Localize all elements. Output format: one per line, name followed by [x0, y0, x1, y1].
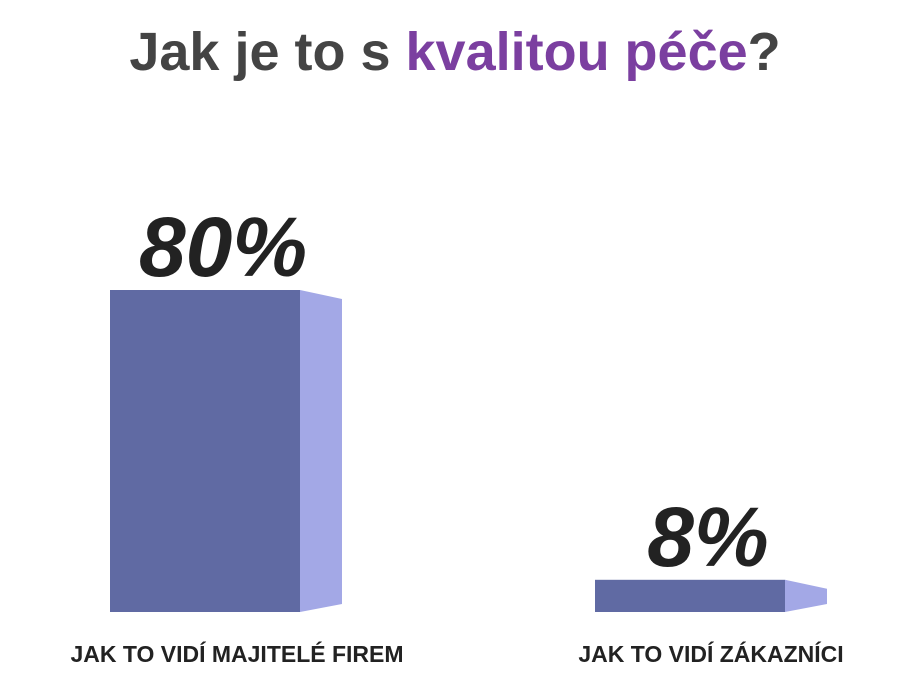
bar [110, 290, 300, 612]
title-part: Jak je to s [129, 22, 405, 82]
value-label: 80% [139, 200, 307, 294]
value-label: 8% [647, 490, 768, 584]
title-accent: kvalitou péče [406, 22, 748, 82]
bar-side [300, 290, 342, 612]
title-part: ? [748, 22, 781, 82]
category-label: JAK TO VIDÍ MAJITELÉ FIREM [70, 640, 403, 667]
category-label: JAK TO VIDÍ ZÁKAZNÍCI [578, 640, 843, 667]
bar-side [785, 579, 827, 612]
chart-title: Jak je to s kvalitou péče? [129, 22, 780, 82]
bar [595, 579, 785, 612]
